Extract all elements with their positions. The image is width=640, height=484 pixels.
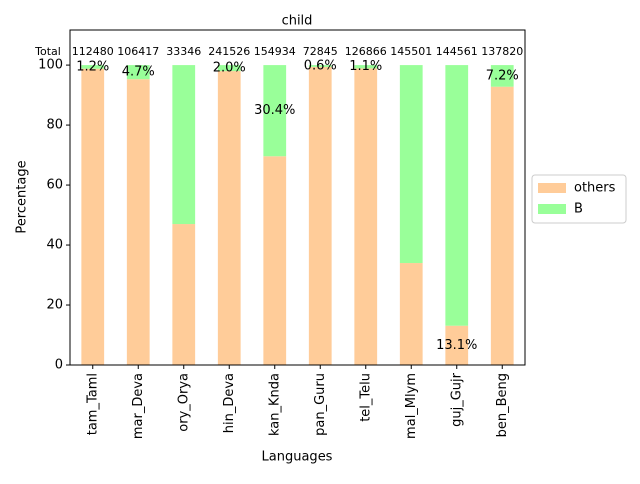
x-axis-label: Languages [262,450,333,465]
bar-segment [81,68,105,366]
x-tick-label: pan_Guru [313,373,328,436]
bar-segment [308,65,332,67]
bar-segment [217,65,241,72]
data-label: 2.0% [213,61,246,76]
chart-title: child [282,14,313,29]
legend-label: others [574,181,616,196]
data-label: 13.1% [436,338,477,353]
total-value: 154934 [254,45,296,58]
total-value: 72845 [303,45,338,58]
bar-segment [172,65,196,225]
bar-segment [354,65,378,69]
y-tick-label: 0 [55,358,63,373]
legend-swatch [538,204,566,214]
y-tick-label: 100 [38,58,63,73]
total-value: 137820 [481,45,523,58]
x-tick-label: hin_Deva [222,373,237,433]
x-tick-label: mar_Deva [131,373,146,439]
x-tick-label: kan_Knda [267,373,282,436]
y-tick-label: 80 [46,118,63,133]
bar-segment [399,65,423,264]
bar-segment [263,156,287,365]
plot-frame [69,29,526,366]
bar-segment [445,325,469,365]
total-value: 241526 [208,45,250,58]
x-tick-label: mal_Mlym [404,373,419,439]
bar-segment [308,66,332,366]
total-value: 144561 [436,45,478,58]
total-value: 33346 [166,45,201,58]
bar-segment [445,65,469,326]
x-tick-label: tam_Taml [85,373,100,435]
data-label: 1.1% [349,59,382,74]
data-label: 1.2% [76,59,109,74]
data-label: 0.6% [304,58,337,73]
bar-segment [490,86,514,366]
bar-segment [490,65,514,87]
data-label: 4.7% [122,65,155,80]
legend-label: B [574,202,583,217]
bar-segment [126,65,150,80]
total-value: 106417 [117,45,159,58]
y-axis-label: Percentage [15,160,30,233]
x-tick-label: ben_Beng [495,373,510,437]
x-tick-label: ory_Orya [176,373,191,432]
total-value: 126866 [345,45,387,58]
total-label: Total [34,45,61,58]
x-tick-label: tel_Telu [358,373,373,422]
bar-segment [126,79,150,366]
y-tick-label: 60 [46,178,63,193]
legend-swatch [538,183,566,193]
total-value: 112480 [72,45,114,58]
total-value: 145501 [390,45,432,58]
bar-segment [172,224,196,365]
bar-segment [263,65,287,157]
y-tick-label: 40 [46,238,63,253]
data-label: 7.2% [486,68,519,83]
x-tick-label: guj_Gujr [449,372,464,427]
y-tick-label: 20 [46,298,63,313]
bar-segment [399,263,423,365]
data-label: 30.4% [254,103,295,118]
bar-segment [354,68,378,365]
bar-segment [217,71,241,365]
bar-segment [81,65,105,69]
